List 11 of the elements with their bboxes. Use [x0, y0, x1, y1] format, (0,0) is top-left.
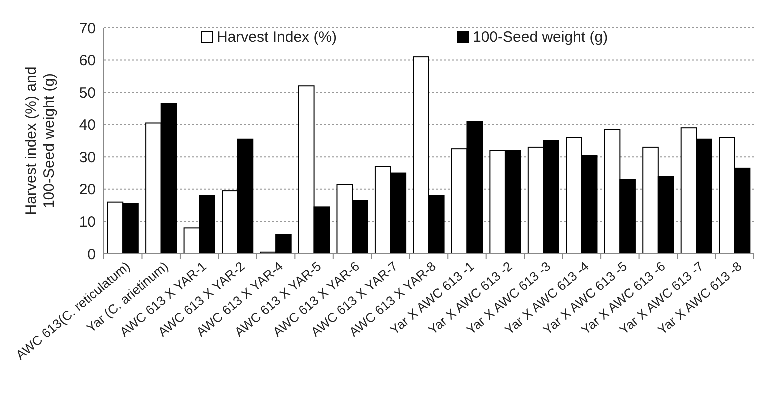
y-tick-label: 60: [79, 52, 96, 70]
legend-label: Harvest Index (%): [217, 29, 338, 46]
y-axis-title: Harvest index (%) and 100-Seed weight (g): [23, 66, 58, 216]
y-tick-label: 30: [79, 149, 96, 166]
y-tick-label: 20: [79, 182, 96, 199]
y-tick-label: 40: [79, 117, 96, 134]
legend-label: 100-Seed weight (g): [473, 29, 608, 46]
y-tick-label: 10: [79, 214, 96, 231]
y-tick-label: 0: [88, 246, 96, 264]
y-tick-label: 50: [79, 84, 96, 102]
y-tick-label: 70: [79, 20, 96, 38]
